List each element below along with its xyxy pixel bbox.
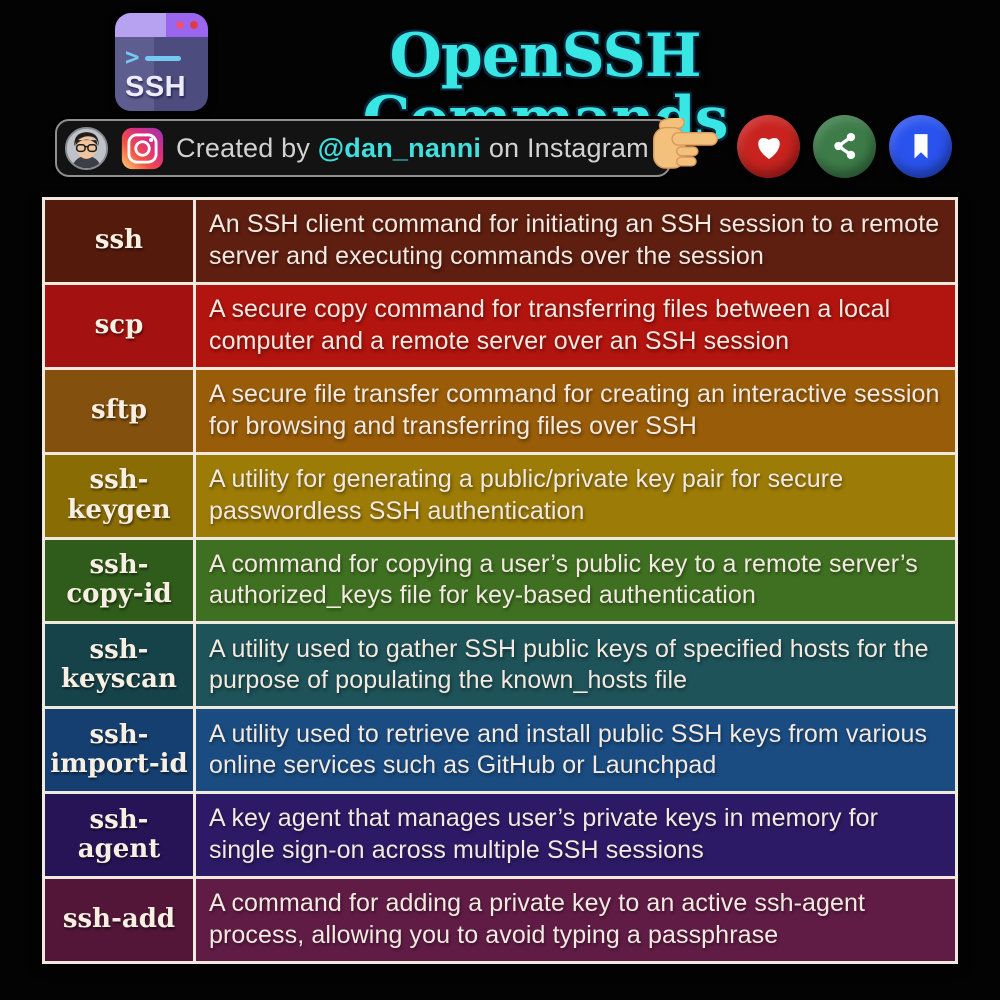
pointing-finger-icon bbox=[650, 115, 720, 174]
command-description-cell: A utility used to retrieve and install p… bbox=[196, 709, 955, 792]
ssh-app-icon: > SSH bbox=[115, 13, 208, 111]
command-description-cell: A command for adding a private key to an… bbox=[196, 879, 955, 961]
commands-table: ssh An SSH client command for initiating… bbox=[42, 197, 958, 964]
table-row: ssh- copy-id A command for copying a use… bbox=[45, 539, 955, 622]
terminal-body: > SSH bbox=[115, 37, 208, 111]
command-description-cell: A secure copy command for transferring f… bbox=[196, 284, 955, 367]
creator-badge: Created by @dan_nanni on Instagram bbox=[55, 119, 671, 177]
byline-created-by: Created by bbox=[176, 132, 318, 163]
instagram-icon bbox=[120, 126, 165, 171]
command-name-cell: ssh bbox=[45, 200, 193, 282]
table-row: ssh- keyscan A utility used to gather SS… bbox=[45, 624, 955, 707]
like-heart-icon[interactable] bbox=[737, 114, 800, 178]
table-row: ssh- import-id A utility used to retriev… bbox=[45, 709, 955, 792]
command-name-cell: ssh- copy-id bbox=[45, 539, 193, 622]
share-icon[interactable] bbox=[813, 114, 876, 178]
author-avatar-icon bbox=[64, 126, 109, 171]
terminal-titlebar bbox=[115, 13, 208, 37]
command-name-cell: scp bbox=[45, 284, 193, 367]
table-row: ssh-add A command for adding a private k… bbox=[45, 879, 955, 961]
command-description-cell: A secure file transfer command for creat… bbox=[196, 369, 955, 452]
table-row: ssh- keygen A utility for generating a p… bbox=[45, 454, 955, 537]
command-name-cell: ssh-add bbox=[45, 879, 193, 961]
command-name-cell: ssh- import-id bbox=[45, 709, 193, 792]
terminal-chevron-icon: > bbox=[125, 42, 140, 71]
ssh-app-label: SSH bbox=[125, 70, 187, 103]
command-description-cell: A key agent that manages user’s private … bbox=[196, 794, 955, 877]
titlebar-dot-icon bbox=[176, 21, 184, 29]
action-icons bbox=[650, 112, 952, 180]
terminal-cursor-line bbox=[145, 56, 182, 61]
table-row: scp A secure copy command for transferri… bbox=[45, 284, 955, 367]
command-description-cell: A command for copying a user’s public ke… bbox=[196, 539, 955, 622]
table-row: sftp A secure file transfer command for … bbox=[45, 369, 955, 452]
byline-suffix: on Instagram bbox=[481, 132, 649, 163]
command-name-cell: ssh- keygen bbox=[45, 454, 193, 537]
command-name-cell: ssh- keyscan bbox=[45, 624, 193, 707]
titlebar-dot-icon bbox=[190, 21, 198, 29]
command-description-cell: A utility for generating a public/privat… bbox=[196, 454, 955, 537]
command-description-cell: An SSH client command for initiating an … bbox=[196, 200, 955, 282]
command-name-cell: ssh- agent bbox=[45, 794, 193, 877]
bookmark-icon[interactable] bbox=[889, 114, 952, 178]
command-name-cell: sftp bbox=[45, 369, 193, 452]
author-handle: @dan_nanni bbox=[317, 132, 482, 163]
byline-text: Created by @dan_nanni on Instagram bbox=[176, 133, 649, 164]
table-row: ssh An SSH client command for initiating… bbox=[45, 200, 955, 282]
command-description-cell: A utility used to gather SSH public keys… bbox=[196, 624, 955, 707]
table-row: ssh- agent A key agent that manages user… bbox=[45, 794, 955, 877]
